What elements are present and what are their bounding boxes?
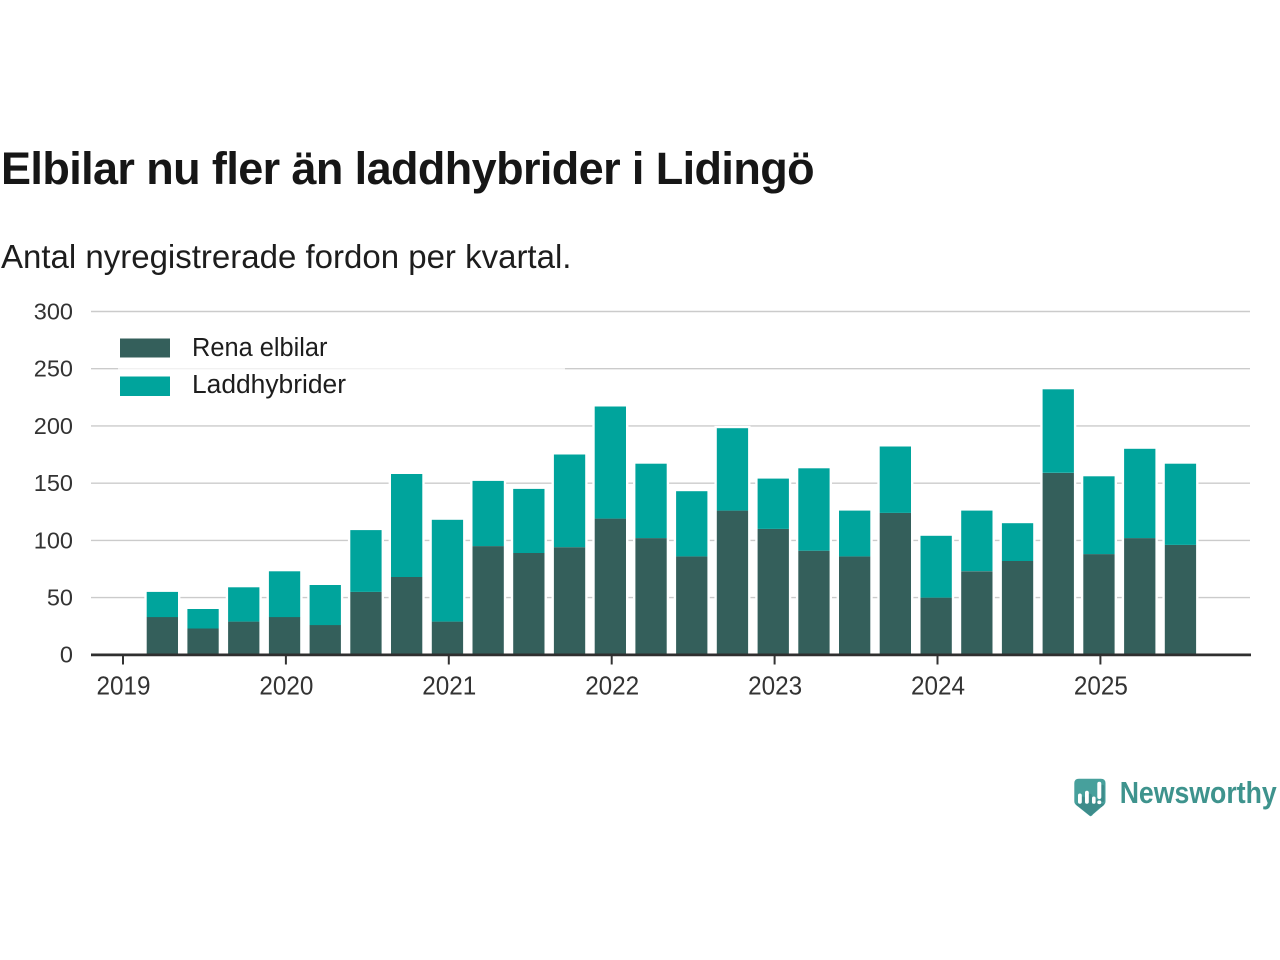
svg-text:2020: 2020 xyxy=(259,670,313,700)
svg-text:0: 0 xyxy=(60,642,73,668)
svg-text:Rena elbilar: Rena elbilar xyxy=(192,334,328,362)
svg-text:200: 200 xyxy=(34,413,73,439)
svg-text:Newsworthy: Newsworthy xyxy=(1120,775,1278,810)
svg-text:100: 100 xyxy=(34,527,73,553)
svg-text:2021: 2021 xyxy=(422,670,476,700)
svg-text:Laddhybrider: Laddhybrider xyxy=(192,371,347,399)
svg-text:300: 300 xyxy=(34,298,73,324)
svg-text:150: 150 xyxy=(34,470,73,496)
svg-text:2025: 2025 xyxy=(1074,670,1128,700)
svg-text:2024: 2024 xyxy=(911,670,965,700)
svg-text:2022: 2022 xyxy=(585,670,639,700)
svg-text:2019: 2019 xyxy=(97,670,151,700)
svg-text:Antal nyregistrerade fordon pe: Antal nyregistrerade fordon per kvartal. xyxy=(1,238,571,275)
svg-text:50: 50 xyxy=(47,585,73,611)
svg-text:250: 250 xyxy=(34,356,73,382)
svg-text:2023: 2023 xyxy=(748,670,802,700)
svg-text:Elbilar nu fler än laddhybride: Elbilar nu fler än laddhybrider i Liding… xyxy=(1,143,814,194)
